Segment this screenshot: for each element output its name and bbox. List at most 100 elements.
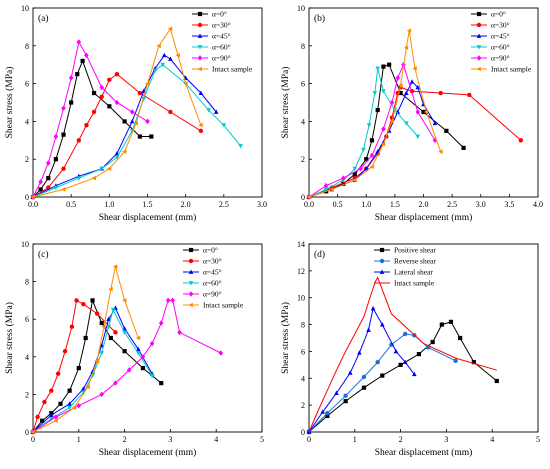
data-point [363,166,369,171]
data-point [412,66,417,71]
data-point [67,405,72,411]
data-point [90,373,95,379]
data-point [80,58,85,64]
data-point [369,152,375,159]
data-point [49,412,54,417]
data-point [76,176,82,181]
y-tick-label: 8 [301,42,305,51]
legend-marker [197,33,203,38]
data-point [69,324,75,329]
series-line [32,73,202,198]
y-tick-label: 0 [301,428,305,437]
series-4 [308,276,497,433]
data-point [415,134,421,140]
data-point [107,104,112,109]
data-point [99,166,105,172]
panel-1: 0.0 0.5 1.0 1.5 2.0 2.5 3.0 0 2 4 6 8 10 Shear displa… [4,4,267,223]
data-point [361,385,367,390]
data-point [145,118,150,125]
data-point [74,298,79,303]
y-tick-label: 8 [301,321,305,330]
data-point [323,182,329,189]
legend-marker [476,66,481,72]
data-point [35,414,40,420]
data-point [106,316,111,322]
data-point [114,71,120,77]
data-point [113,330,118,335]
x-tick-label: 3.5 [504,200,514,209]
y-tick-label: 2 [301,401,305,410]
legend-marker [476,45,482,50]
data-point [68,75,74,81]
legend-marker [197,45,203,50]
data-point [42,399,47,405]
data-point [221,123,227,128]
data-point [175,52,180,58]
y-tick-label: 4 [25,117,29,126]
x-tick-label: 2.5 [219,200,229,209]
legend-label: α=0° [203,246,218,255]
legend-label: Intact sample [212,65,253,74]
data-point [461,145,466,150]
legend-marker [476,33,482,38]
data-point [369,138,375,143]
x-tick-label: 1.0 [361,200,371,209]
data-point [53,157,58,162]
data-point [183,81,188,86]
legend-label: α=90° [212,54,231,63]
series-3 [306,305,417,434]
data-point [38,187,43,192]
data-point [99,391,105,398]
data-point [448,319,454,324]
data-point [61,105,66,111]
legend-label: α=0° [212,10,227,19]
data-point [99,343,105,348]
data-point [46,176,51,181]
panel-3: 0 1 2 3 4 5 0 2 4 6 8 10 Shear displacement (mm) Shea… [4,240,264,458]
y-tick-label: 4 [301,374,305,383]
data-point [114,155,120,160]
x-tick-label: 3.0 [476,200,486,209]
data-point [423,109,429,115]
data-point [61,166,66,171]
data-point [137,134,142,139]
data-point [141,96,146,102]
x-tick-label: 2.0 [181,200,191,209]
data-point [83,335,88,341]
data-point [53,414,59,420]
x-tick-label: 0.0 [28,200,38,209]
series-4 [30,62,243,200]
x-axis-title: Shear displacement (mm) [99,447,197,458]
data-point [137,90,143,96]
x-tick-label: 1.5 [390,200,400,209]
data-point [361,374,367,380]
x-tick-label: 4 [490,435,494,444]
panel-label: (c) [38,249,49,260]
series-line [308,63,436,198]
x-axis-title: Shear displacement (mm) [375,447,473,458]
data-point [409,79,415,84]
data-point [395,75,401,81]
data-point [168,109,173,115]
legend: α=0° α=30° α=45° α=60° α=90° Intact sample [192,10,253,74]
legend-label: α=90° [491,54,510,63]
legend-marker [476,55,482,61]
data-point [62,348,68,354]
x-tick-label: 2 [123,435,127,444]
legend-marker [197,55,203,61]
x-axis-title: Shear displacement (mm) [375,212,473,223]
plot-frame [32,243,263,433]
series-5 [306,61,438,200]
data-point [129,118,135,124]
data-point [107,77,112,83]
series-line [308,30,442,198]
legend-marker [379,269,385,274]
data-point [379,322,385,327]
data-point [71,405,77,410]
data-point [366,123,372,128]
data-point [416,352,422,357]
y-tick-label: 0 [25,193,29,202]
data-point [375,107,380,113]
data-point [159,381,164,386]
data-point [122,149,127,154]
